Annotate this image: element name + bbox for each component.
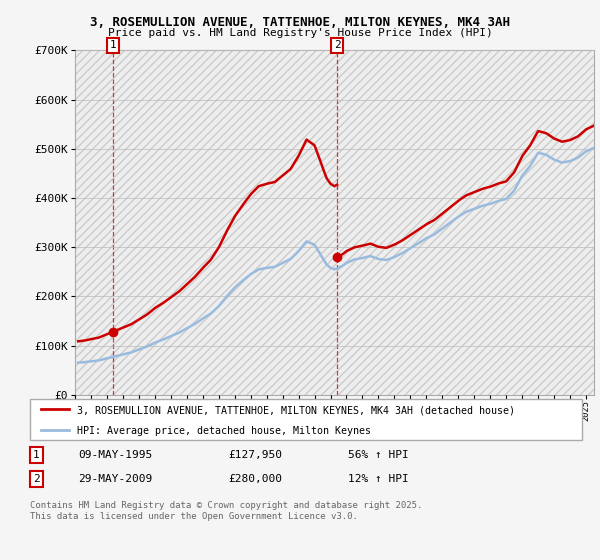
Text: 2: 2 xyxy=(334,40,340,50)
Text: 1: 1 xyxy=(109,40,116,50)
Text: 2: 2 xyxy=(33,474,40,484)
Text: Contains HM Land Registry data © Crown copyright and database right 2025.
This d: Contains HM Land Registry data © Crown c… xyxy=(30,501,422,521)
Text: HPI: Average price, detached house, Milton Keynes: HPI: Average price, detached house, Milt… xyxy=(77,426,371,436)
Text: £280,000: £280,000 xyxy=(228,474,282,484)
Text: 56% ↑ HPI: 56% ↑ HPI xyxy=(348,450,409,460)
Text: 12% ↑ HPI: 12% ↑ HPI xyxy=(348,474,409,484)
Text: Price paid vs. HM Land Registry's House Price Index (HPI): Price paid vs. HM Land Registry's House … xyxy=(107,28,493,38)
Text: 1: 1 xyxy=(33,450,40,460)
Text: 3, ROSEMULLION AVENUE, TATTENHOE, MILTON KEYNES, MK4 3AH: 3, ROSEMULLION AVENUE, TATTENHOE, MILTON… xyxy=(90,16,510,29)
Text: 09-MAY-1995: 09-MAY-1995 xyxy=(78,450,152,460)
Text: 29-MAY-2009: 29-MAY-2009 xyxy=(78,474,152,484)
Text: 3, ROSEMULLION AVENUE, TATTENHOE, MILTON KEYNES, MK4 3AH (detached house): 3, ROSEMULLION AVENUE, TATTENHOE, MILTON… xyxy=(77,405,515,416)
Text: £127,950: £127,950 xyxy=(228,450,282,460)
